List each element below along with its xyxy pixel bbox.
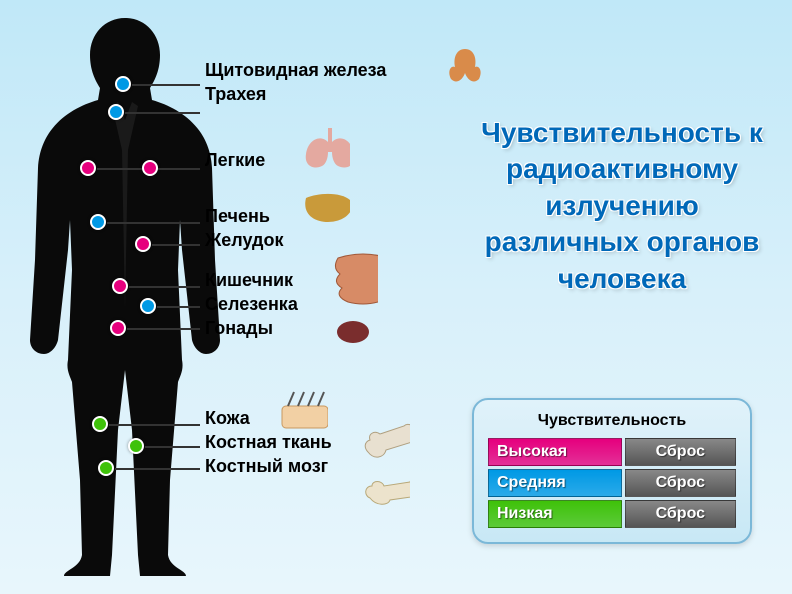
marker-marrow[interactable]	[98, 460, 114, 476]
organ-label-marrow: Костный мозг	[205, 456, 328, 477]
marker-trachea[interactable]	[108, 104, 124, 120]
legend-level-medium[interactable]: Средняя	[488, 469, 622, 497]
leader-line	[127, 328, 200, 330]
organ-label-intestine: Кишечник	[205, 270, 293, 291]
marker-spleen[interactable]	[140, 298, 156, 314]
leader-line	[132, 84, 200, 86]
organ-label-thyroid: Щитовидная железа	[205, 60, 386, 81]
marker-intestine[interactable]	[112, 278, 128, 294]
marker-thyroid[interactable]	[115, 76, 131, 92]
skin-icon	[278, 390, 328, 430]
marker-lungs2[interactable]	[142, 160, 158, 176]
legend-level-high[interactable]: Высокая	[488, 438, 622, 466]
organ-label-skin: Кожа	[205, 408, 250, 429]
legend-reset-button[interactable]: Сброс	[625, 469, 736, 497]
legend-panel: Чувствительность ВысокаяСбросСредняяСбро…	[472, 398, 752, 544]
marker-gonads[interactable]	[110, 320, 126, 336]
legend-reset-button[interactable]: Сброс	[625, 500, 736, 528]
marker-stomach[interactable]	[135, 236, 151, 252]
organ-label-lungs: Легкие	[205, 150, 265, 171]
leader-line	[109, 424, 200, 426]
bonejoint-icon	[360, 420, 410, 460]
marker-liver[interactable]	[90, 214, 106, 230]
leader-line	[129, 286, 200, 288]
leader-line	[157, 306, 200, 308]
organ-label-stomach: Желудок	[205, 230, 283, 251]
legend-level-low[interactable]: Низкая	[488, 500, 622, 528]
leader-line	[107, 222, 200, 224]
liver-icon	[300, 188, 350, 228]
main-title: Чувствительность к радиоактивному излуче…	[472, 115, 772, 297]
bone-icon	[360, 470, 410, 510]
leader-line	[115, 468, 200, 470]
organ-label-gonads: Гонады	[205, 318, 273, 339]
organ-label-spleen: Селезенка	[205, 294, 298, 315]
marker-lungs[interactable]	[80, 160, 96, 176]
leader-line	[152, 244, 200, 246]
spleen-icon	[328, 312, 378, 352]
organ-label-trachea: Трахея	[205, 84, 266, 105]
organ-label-liver: Печень	[205, 206, 270, 227]
legend-reset-button[interactable]: Сброс	[625, 438, 736, 466]
marker-bone[interactable]	[128, 438, 144, 454]
leader-line	[145, 446, 200, 448]
organ-label-bone: Костная ткань	[205, 432, 332, 453]
thyroid-icon	[440, 45, 490, 85]
marker-skin[interactable]	[92, 416, 108, 432]
intestine-icon	[328, 258, 378, 298]
lungs-icon	[300, 128, 350, 168]
legend-title: Чувствительность	[488, 412, 736, 430]
leader-line	[125, 112, 200, 114]
legend-grid: ВысокаяСбросСредняяСбросНизкаяСброс	[488, 438, 736, 528]
